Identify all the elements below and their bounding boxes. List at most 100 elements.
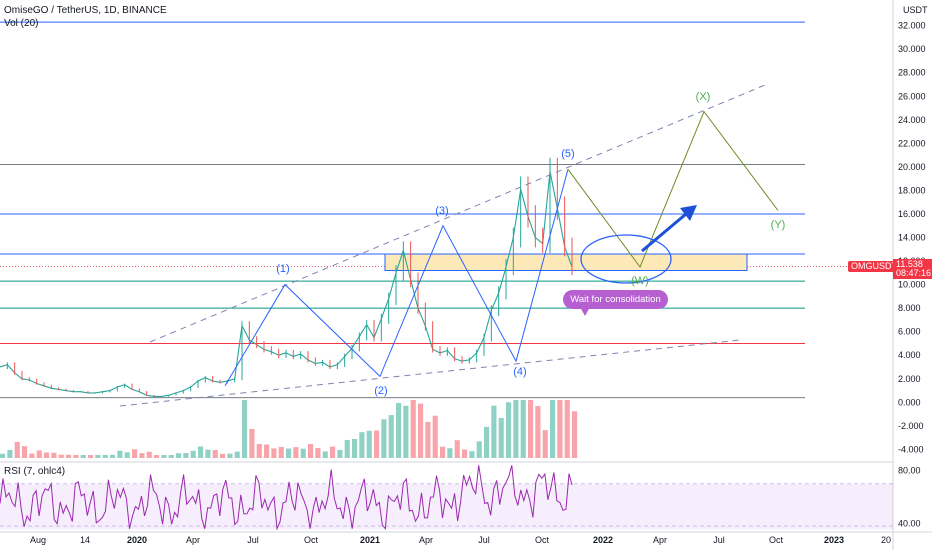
volume-bar	[73, 454, 79, 458]
rsi-band	[0, 483, 893, 530]
price-tick-label: 20.000	[898, 162, 926, 172]
rsi-tick-label: 80.00	[898, 466, 921, 476]
rsi-line	[0, 465, 573, 531]
time-tick-label: Oct	[769, 535, 784, 545]
price-tick-label: 26.000	[898, 91, 926, 101]
volume-bar	[183, 453, 189, 458]
volume-bar	[528, 400, 534, 458]
volume-bar	[388, 415, 394, 458]
callout-text: Wait for consolidation	[570, 294, 661, 305]
volume-bar	[227, 453, 233, 458]
volume-bar	[234, 451, 240, 458]
volume-bar	[22, 446, 28, 458]
volume-bar	[271, 448, 277, 458]
volume-bar	[190, 450, 196, 458]
time-tick-label: 2023	[824, 535, 844, 545]
time-tick-label: Oct	[304, 535, 319, 545]
volume-bar	[557, 400, 563, 458]
time-tick-label: Apr	[419, 535, 433, 545]
consolidation-callout[interactable]: Wait for consolidation	[563, 290, 668, 309]
last-price-badge: 11.538 08:47:16	[893, 259, 932, 279]
consolidation-zone	[384, 253, 748, 271]
volume-bar	[352, 438, 358, 458]
time-tick-label: Aug	[30, 535, 46, 545]
volume-bar	[432, 415, 438, 458]
currency-label: USDT	[903, 5, 928, 15]
ticker-badge: OMGUSDT	[848, 261, 900, 272]
volume-bar	[418, 403, 424, 458]
volume-bar	[520, 400, 526, 458]
price-tick-label: 14.000	[898, 233, 926, 243]
price-tick-label: 32.000	[898, 21, 926, 31]
volume-bar	[29, 453, 35, 458]
volume-bar	[256, 443, 262, 458]
wave-label: (Y)	[771, 219, 786, 231]
volume-bar	[161, 455, 167, 458]
volume-bar	[132, 449, 138, 458]
volume-bar	[462, 449, 468, 458]
price-tick-label: 30.000	[898, 44, 926, 54]
price-tick-label: 8.000	[898, 303, 921, 313]
volume-bar	[410, 400, 416, 458]
volume-bar	[198, 446, 204, 458]
volume-bar	[447, 448, 453, 458]
volume-bar	[308, 443, 314, 458]
volume-bar	[44, 452, 50, 458]
price-tick-label: -4.000	[898, 444, 924, 454]
time-tick-label: Jul	[247, 535, 259, 545]
rsi-pane	[0, 465, 893, 531]
volume-bar	[366, 430, 372, 458]
price-tick-label: 6.000	[898, 327, 921, 337]
volume-bar	[344, 439, 350, 458]
rsi-tick-label: 40.00	[898, 518, 921, 528]
volume-bar	[139, 453, 145, 458]
volume-bar	[168, 455, 174, 458]
price-tick-label: 16.000	[898, 209, 926, 219]
volume-indicator-label[interactable]: Vol (20)	[4, 18, 39, 29]
volume-bar	[249, 428, 255, 458]
wave-label: (5)	[561, 148, 574, 160]
volume-bar	[80, 455, 86, 458]
volume-bar	[396, 403, 402, 458]
time-tick-label: 2020	[127, 535, 147, 545]
volume-bar	[102, 454, 108, 458]
price-tick-label: 2.000	[898, 374, 921, 384]
bounce-arrow-head	[680, 205, 697, 221]
time-tick-label: 2021	[360, 535, 380, 545]
volume-bar	[0, 453, 6, 458]
time-tick-label: Jul	[478, 535, 490, 545]
volume-bar	[498, 417, 504, 458]
wave-label: (X)	[696, 91, 711, 103]
callout-pointer	[580, 307, 590, 316]
time-tick-label: 14	[80, 535, 90, 545]
volume-bar	[374, 430, 380, 458]
zone-box	[384, 253, 748, 271]
volume-bar	[14, 441, 20, 458]
volume-bar	[278, 447, 284, 458]
wave-labels: (1) (2) (3) (4) (5) (W) (X) (Y)	[276, 91, 785, 397]
volume-bar	[95, 455, 101, 458]
price-tick-label: 4.000	[898, 350, 921, 360]
volume-bar	[117, 450, 123, 458]
volume-bar	[322, 451, 328, 458]
symbol-title: OmiseGO / TetherUS, 1D, BINANCE	[4, 5, 167, 16]
volume-bar	[220, 453, 226, 458]
volume-bar	[469, 451, 475, 458]
volume-bar	[51, 452, 57, 458]
rsi-indicator-label[interactable]: RSI (7, ohlc4)	[4, 466, 66, 477]
upper-trendline	[149, 84, 766, 343]
volume-bar	[550, 400, 556, 458]
time-tick-label: Apr	[186, 535, 200, 545]
time-tick-label: 20	[881, 535, 891, 545]
wave-label: (3)	[435, 205, 448, 217]
volume-bar	[300, 448, 306, 458]
volume-bar	[359, 432, 365, 458]
price-tick-label: 24.000	[898, 115, 926, 125]
volume-bar	[242, 400, 248, 458]
volume-bar	[146, 451, 152, 458]
volume-bar	[542, 430, 548, 458]
volume-bar	[425, 421, 431, 458]
price-badge[interactable]: OMGUSDT	[848, 261, 900, 272]
